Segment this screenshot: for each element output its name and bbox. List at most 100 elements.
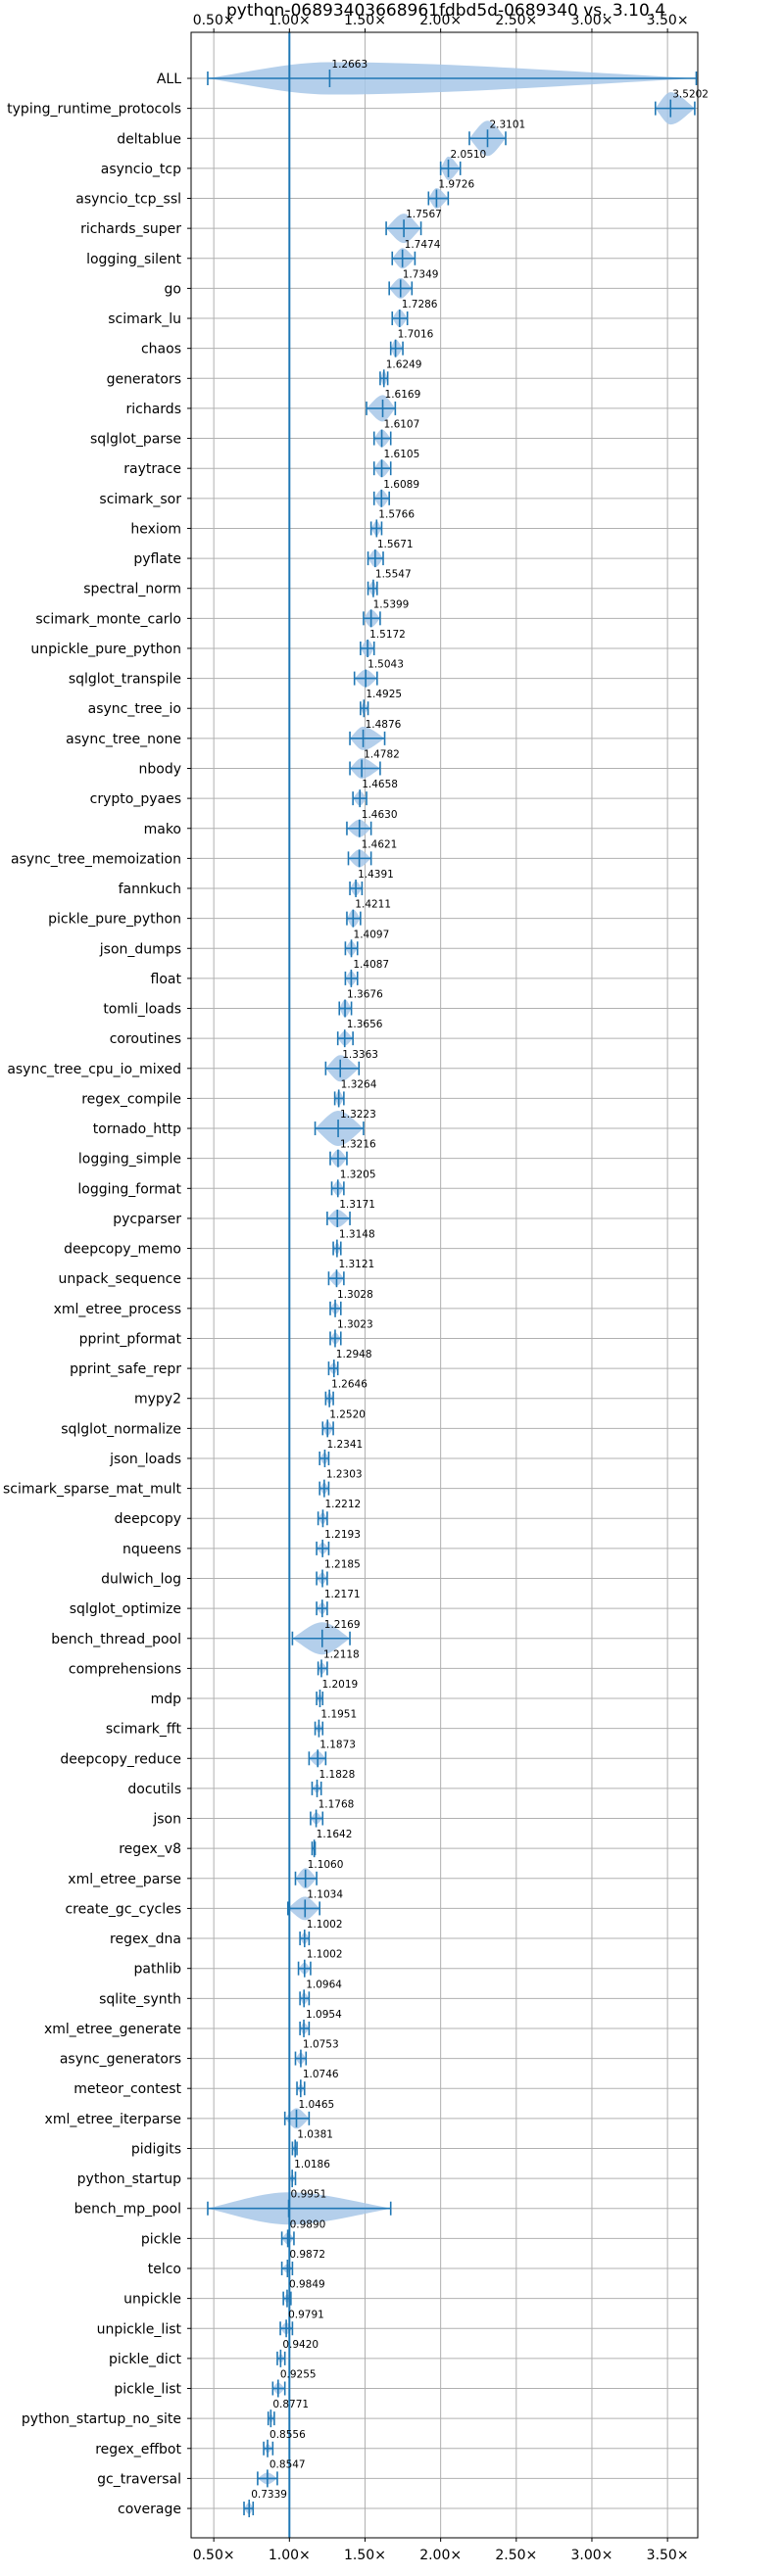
data-label: 1.5671 <box>377 539 414 550</box>
data-label: 0.9791 <box>288 2309 324 2320</box>
data-label: 0.9951 <box>291 2189 327 2201</box>
category-label: meteor_contest <box>74 2081 181 2097</box>
data-label: 1.4097 <box>354 929 390 940</box>
category-label: scimark_lu <box>108 311 181 327</box>
x-tick-label-bottom: 1.00× <box>269 2548 311 2563</box>
data-label: 1.2019 <box>321 1679 358 1691</box>
category-label: nqueens <box>122 1542 181 1557</box>
data-label: 1.3023 <box>337 1318 373 1330</box>
data-label: 1.2171 <box>324 1589 361 1600</box>
x-tick-label-top: 2.50× <box>495 13 537 28</box>
category-label: scimark_monte_carlo <box>35 611 181 627</box>
data-label: 1.0186 <box>294 2159 330 2171</box>
plot-frame <box>190 31 699 2539</box>
category-label: crypto_pyaes <box>90 791 181 807</box>
data-label: 1.2212 <box>324 1499 361 1510</box>
category-label: fannkuch <box>119 882 181 897</box>
category-label: regex_v8 <box>119 1841 181 1857</box>
category-label: pickle_list <box>114 2382 181 2398</box>
category-label: regex_compile <box>81 1091 181 1107</box>
data-label: 1.1002 <box>307 1919 343 1931</box>
data-label: 1.6089 <box>383 479 419 491</box>
data-label: 1.6105 <box>384 449 420 460</box>
category-label: dulwich_log <box>101 1572 181 1588</box>
x-tick-label-top: 0.50× <box>193 13 235 28</box>
category-label: scimark_sor <box>99 492 181 507</box>
x-tick-label-top: 1.50× <box>344 13 386 28</box>
data-label: 1.1768 <box>318 1799 355 1811</box>
data-label: 1.0753 <box>303 2039 339 2051</box>
data-label: 1.4211 <box>355 899 391 911</box>
data-label: 1.0465 <box>298 2099 334 2111</box>
category-label: create_gc_cycles <box>65 1901 181 1917</box>
data-label: 1.0964 <box>306 1979 342 1990</box>
data-label: 1.2193 <box>324 1529 361 1541</box>
grid <box>191 32 698 2538</box>
category-label: async_tree_none <box>66 732 181 747</box>
data-label: 1.2948 <box>336 1349 372 1360</box>
category-label: richards_super <box>80 221 181 237</box>
data-label: 1.6169 <box>385 389 421 401</box>
category-label: pycparser <box>113 1212 181 1227</box>
data-label: 1.2185 <box>324 1559 361 1571</box>
data-label: 1.5399 <box>373 598 410 610</box>
data-label: 1.3656 <box>347 1019 383 1030</box>
data-label: 1.4925 <box>366 689 402 700</box>
category-label: async_generators <box>60 2052 181 2068</box>
category-label: deepcopy <box>115 1511 181 1527</box>
data-label: 2.3101 <box>489 119 525 130</box>
data-label: 1.3171 <box>339 1199 375 1211</box>
category-label: unpickle <box>123 2292 181 2308</box>
category-label: nbody <box>139 761 182 777</box>
data-label: 1.0746 <box>303 2069 339 2080</box>
violins <box>207 62 697 2515</box>
data-label: 1.3676 <box>347 989 383 1001</box>
category-label: logging_silent <box>86 252 181 267</box>
category-label: typing_runtime_protocols <box>7 102 181 118</box>
x-tick-labels: 0.50× 0.50× 1.00× 1.00× 1.50× 1.50× 2.00× 2.00×… <box>193 13 689 2563</box>
category-label: tornado_http <box>93 1121 181 1137</box>
category-label: pathlib <box>134 1962 182 1978</box>
data-label: 1.1642 <box>317 1829 353 1840</box>
ranges <box>207 70 698 2518</box>
data-label: 1.6107 <box>384 419 420 431</box>
data-label: 1.2341 <box>326 1439 363 1451</box>
category-label: docutils <box>127 1782 181 1797</box>
category-label: pyflate <box>133 551 181 567</box>
data-label: 3.5202 <box>672 89 709 101</box>
data-label: 1.6249 <box>386 358 422 370</box>
data-label: 2.0510 <box>451 149 487 161</box>
category-label: hexiom <box>130 521 181 537</box>
data-label: 0.9890 <box>290 2218 326 2230</box>
data-label: 0.9420 <box>282 2339 318 2351</box>
category-label: tomli_loads <box>103 1002 181 1018</box>
category-label: asyncio_tcp_ssl <box>75 192 181 208</box>
category-label: deltablue <box>117 131 181 147</box>
category-label: raytrace <box>123 461 181 477</box>
data-label: 0.8771 <box>272 2399 309 2410</box>
data-label: 1.1951 <box>320 1709 357 1721</box>
category-label: pickle_pure_python <box>48 912 181 928</box>
data-label: 1.9726 <box>438 179 474 191</box>
category-label: sqlglot_parse <box>90 432 181 448</box>
category-label: pickle <box>141 2231 181 2247</box>
category-label: scimark_sparse_mat_mult <box>3 1482 181 1498</box>
data-label: 1.5547 <box>375 569 412 581</box>
x-tick-label-top: 3.00× <box>571 13 613 28</box>
data-label: 1.4621 <box>362 838 398 850</box>
data-label: 1.1002 <box>307 1949 343 1961</box>
data-label: 1.0381 <box>297 2128 333 2140</box>
data-label: 0.7339 <box>251 2489 287 2501</box>
data-label: 1.5043 <box>368 659 404 671</box>
x-tick-label-bottom: 3.50× <box>647 2548 689 2563</box>
data-label: 0.9849 <box>289 2279 325 2291</box>
category-label: regex_dna <box>110 1932 181 1947</box>
data-label: 0.8556 <box>270 2429 306 2441</box>
category-label: async_tree_cpu_io_mixed <box>7 1062 181 1077</box>
category-label: regex_effbot <box>95 2442 181 2457</box>
category-label: json_dumps <box>99 941 181 957</box>
category-label: json <box>152 1812 181 1828</box>
category-label: json_loads <box>109 1452 181 1467</box>
category-label: mypy2 <box>134 1392 181 1407</box>
